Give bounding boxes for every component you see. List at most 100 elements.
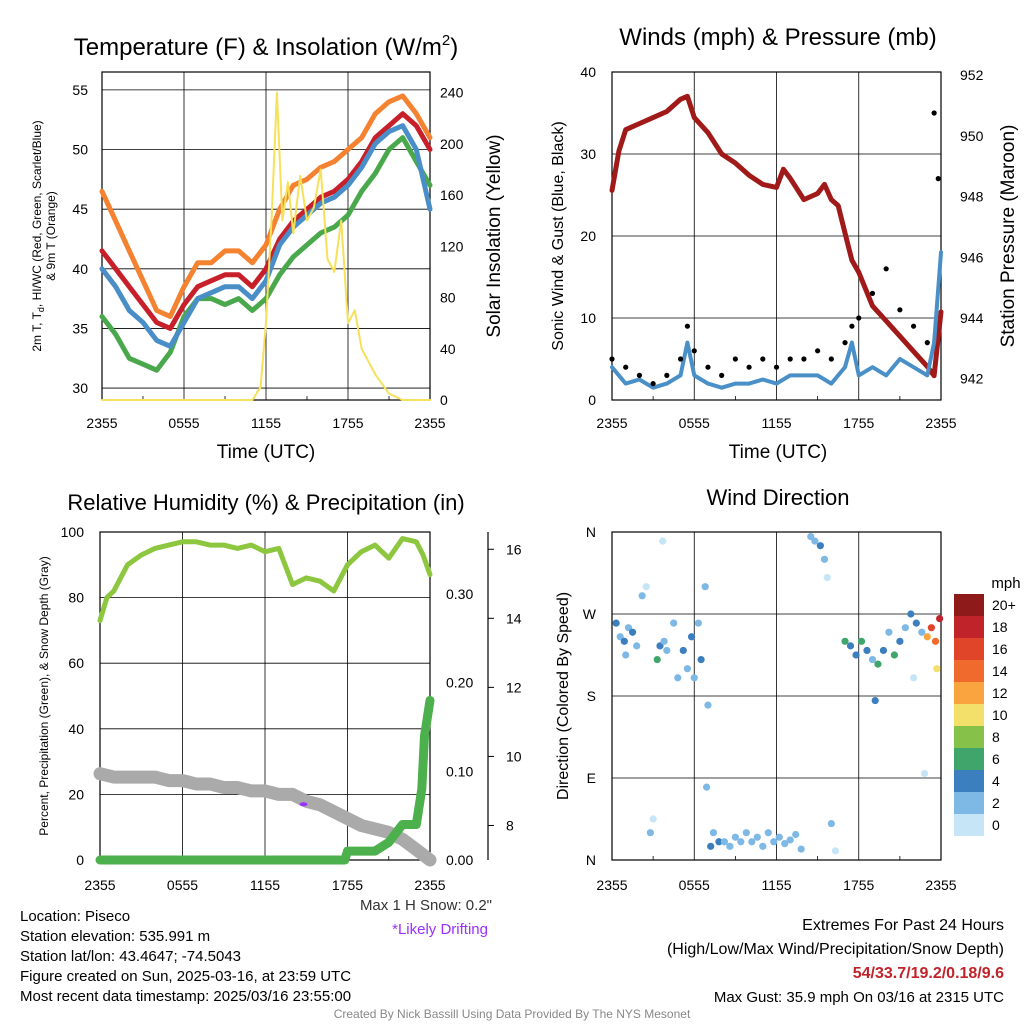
temp-panel-frame [101,71,431,401]
y-right-tick-label: 80 [440,290,456,306]
direction-tick-label: S [587,688,596,704]
rh-series-1 [93,767,437,867]
rh-series-2 [95,695,435,865]
wind-chart-title: Winds (mph) & Pressure (mb) [619,24,936,51]
gust-point [732,356,738,362]
x-tick-label: 2355 [84,877,115,893]
x-tick-label: 0555 [679,415,710,431]
drifting-text: *Likely Drifting [392,921,488,938]
y-tick-label: 50 [72,142,88,158]
direction-y-axis-label: Direction (Colored By Speed) [555,592,572,800]
colorbar-label: 12 [992,685,1008,701]
precip-tick-label: 0.30 [446,586,473,602]
y-tick-label: 45 [72,201,88,217]
direction-point [697,655,705,664]
gust-point [910,323,917,329]
snow-tick-label: 8 [506,817,514,833]
colorbar-label: 10 [992,707,1008,723]
gust-point [883,266,889,272]
direction-point [896,637,904,645]
wind-panel-grid [611,71,942,401]
y-right-tick-label: 240 [440,85,464,101]
gust-point [684,323,690,329]
rh-panel-grid [99,531,431,861]
direction-panel-frame [611,531,942,861]
direction-point [642,583,650,591]
y-tick-label: 100 [61,524,85,540]
direction-point [871,696,879,705]
wind-x-axis-label: Time (UTC) [729,442,828,463]
direction-tick-label: N [586,524,596,540]
y-tick-label: 60 [68,655,84,671]
gust-point [869,290,876,296]
direction-point [786,836,794,844]
direction-point [901,624,909,632]
gust-point [849,323,855,329]
direction-point [659,537,667,545]
credit-text: Created By Nick Bassill Using Data Provi… [333,1007,691,1021]
y-right-tick-label: 948 [960,189,984,205]
colorbar-swatch [954,792,984,814]
temp-y-right-axis-label: Solar Insolation (Yellow) [484,134,505,337]
gust-point [842,340,848,346]
colorbar-swatch [954,726,984,748]
gust-point [623,364,629,370]
y-right-tick-label: 200 [440,136,464,152]
y-tick-label: 0 [76,852,84,868]
direction-point [823,573,831,582]
colorbar-swatch [954,770,984,792]
direction-point [646,829,654,837]
gust-point [924,340,930,346]
gust-point [801,356,807,362]
precip-tick-label: 0.00 [446,852,473,868]
colorbar-label: 16 [992,641,1008,657]
direction-point [890,651,898,659]
direction-point [715,838,723,846]
colorbar-label: 14 [992,663,1008,679]
direction-point [879,646,888,655]
precip-tick-label: 0.20 [446,675,473,691]
direction-point [679,646,687,655]
direction-point [709,829,718,837]
wind-series-1 [610,250,943,390]
direction-tick-label: N [586,852,596,868]
x-tick-label: 0555 [679,877,710,893]
temp-series-4 [101,91,431,401]
direction-point [737,838,745,846]
y-tick-label: 40 [72,261,88,277]
y-tick-label: 80 [68,590,84,606]
direction-panel-grid [611,531,942,861]
direction-point [674,674,682,682]
y-tick-label: 20 [580,228,596,244]
direction-point [770,838,778,846]
recent-data-text: Most recent data timestamp: 2025/03/16 2… [20,988,352,1005]
x-tick-label: 2355 [414,415,445,431]
x-tick-label: 2355 [596,877,627,893]
max-snow-text: Max 1 H Snow: 0.2" [359,897,492,914]
y-tick-label: 0 [588,392,596,408]
direction-point [702,783,711,791]
gust-point [760,356,766,362]
y-right-tick-label: 40 [440,341,456,357]
direction-point [663,646,671,655]
colorbar-label: 6 [992,751,1000,767]
direction-point [707,842,715,850]
colorbar-swatch [954,638,984,660]
direction-point [923,633,931,641]
temp-y-axis-label-2: & 9m T (Orange) [44,191,58,281]
extremes-values: 54/33.7/19.2/0.18/9.6 [852,965,1004,982]
colorbar-label: 2 [992,795,1000,811]
snow-tick-label: 12 [506,679,522,695]
direction-point [907,610,915,618]
colorbar-swatch [954,660,984,682]
colorbar-label: 8 [992,729,1000,745]
x-tick-label: 2355 [414,877,445,893]
colorbar-swatch [954,704,984,726]
direction-point [920,769,929,778]
gust-point [719,372,725,378]
direction-point [863,646,871,655]
colorbar-label: 20+ [992,597,1016,613]
y-right-tick-label: 950 [960,128,984,144]
temp-series-3 [99,123,433,349]
